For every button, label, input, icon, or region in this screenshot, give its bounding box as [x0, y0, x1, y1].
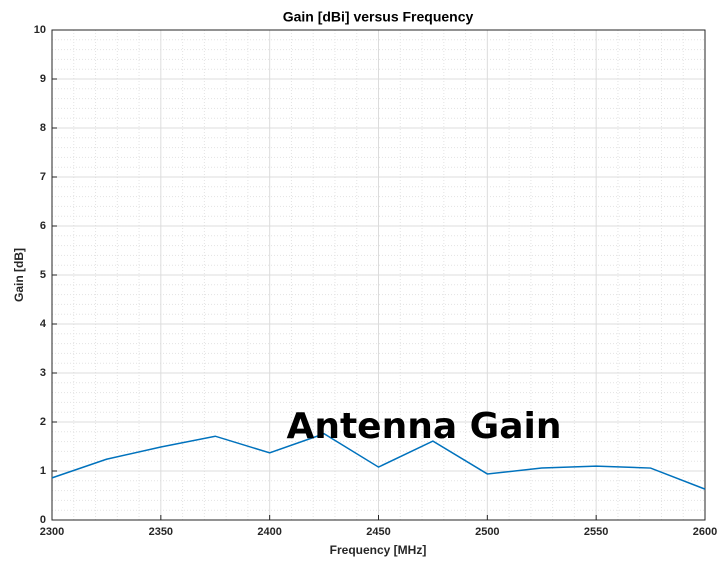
data-line — [51, 432, 706, 490]
y-axis-label: Gain [dB] — [12, 248, 26, 302]
x-tick-label: 2350 — [149, 526, 173, 538]
chart-title: Gain [dBi] versus Frequency — [283, 9, 474, 25]
y-tick-label: 1 — [40, 465, 46, 477]
y-tick-label: 7 — [40, 171, 46, 183]
annotation: Antenna Gain — [286, 406, 561, 447]
x-tick-label: 2550 — [584, 526, 608, 538]
x-tick-label: 2300 — [40, 526, 64, 538]
plot-frame — [51, 29, 706, 521]
y-tick-label: 3 — [40, 367, 46, 379]
x-axis-label: Frequency [MHz] — [330, 543, 427, 557]
x-tick-label: 2600 — [693, 526, 717, 538]
x-tick-label: 2450 — [366, 526, 390, 538]
y-tick-label: 5 — [40, 269, 46, 281]
y-tick-label: 8 — [40, 122, 46, 134]
y-tick-label: 6 — [40, 220, 46, 232]
y-tick-label: 4 — [40, 318, 47, 330]
y-tick-label: 10 — [34, 24, 46, 36]
y-tick-label: 0 — [40, 514, 46, 526]
x-tick-label: 2400 — [257, 526, 281, 538]
y-tick-label: 9 — [40, 73, 46, 85]
y-tick-label: 2 — [40, 416, 46, 428]
x-tick-label: 2500 — [475, 526, 499, 538]
